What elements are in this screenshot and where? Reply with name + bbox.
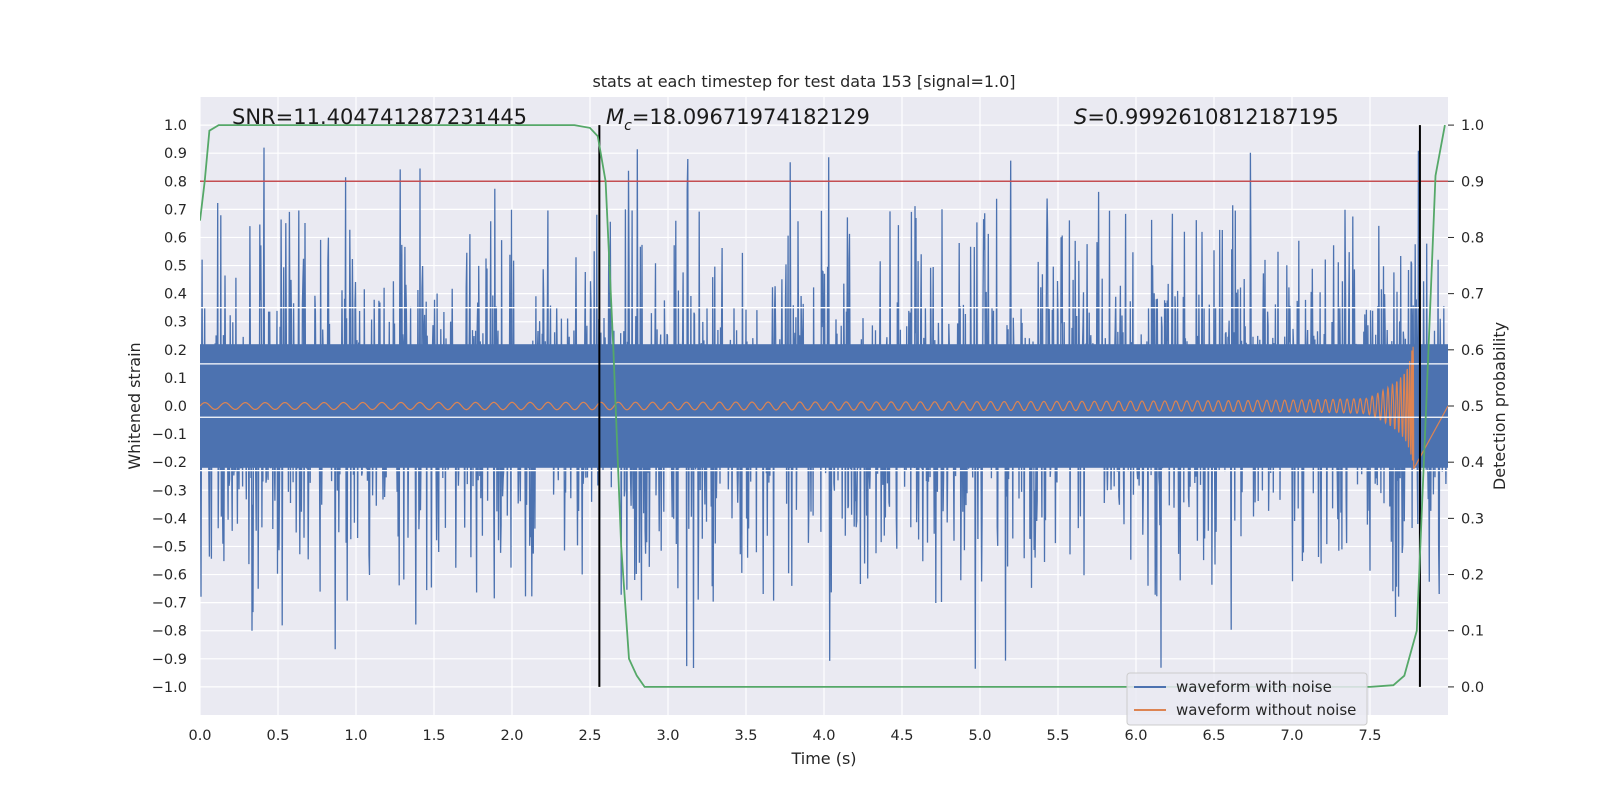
y-tick-label: −0.9 [152, 652, 187, 668]
y2-tick-label: 0.3 [1461, 511, 1484, 527]
y2-tick-label: 0.5 [1461, 399, 1484, 415]
y-tick-label: 0.8 [164, 174, 187, 190]
overlay-layer [200, 124, 1448, 688]
chirp-mass-subscript: c [624, 118, 632, 134]
x-tick-label: 1.5 [422, 728, 445, 744]
y-tick-label: 0.5 [164, 259, 187, 275]
significance-value: =0.9992610812187195 [1087, 105, 1338, 129]
x-tick-label: 2.5 [578, 728, 601, 744]
y-tick-label: 0.3 [164, 315, 187, 331]
y2-axis-label: Detection probability [1490, 322, 1509, 490]
y-tick-label: −0.6 [152, 568, 187, 584]
x-tick-label: 6.5 [1202, 728, 1225, 744]
legend: waveform with noise waveform without noi… [1126, 672, 1368, 726]
significance-annotation: S=0.9992610812187195 [1074, 105, 1339, 129]
chirp-mass-annotation: Mc=18.09671974182129 [606, 105, 870, 134]
y-tick-label: −0.7 [152, 596, 187, 612]
y-tick-label: 0.7 [164, 202, 187, 218]
x-tick-label: 4.5 [890, 728, 913, 744]
y-tick-label: −0.5 [152, 539, 187, 555]
y2-tick-label: 0.4 [1461, 455, 1484, 471]
y-axis-ticks: 1.0 0.9 0.8 0.7 0.6 0.5 0.4 0.3 0.2 0.1 0.0 −0.1 −0.… [152, 118, 187, 696]
x-tick-label: 0.5 [266, 728, 289, 744]
y2-tick-label: 1.0 [1461, 118, 1484, 134]
x-tick-label: 5.0 [968, 728, 991, 744]
chart-title: stats at each timestep for test data 153… [592, 72, 1015, 91]
y2-tick-label: 0.6 [1461, 343, 1484, 359]
y2-tick-label: 0.7 [1461, 287, 1484, 303]
chirp-mass-value: =18.09671974182129 [632, 105, 870, 129]
x-axis-ticks: 0.0 0.5 1.0 1.5 2.0 2.5 3.0 3.5 4.0 4.5 5.0 5.5 6.0 6… [188, 728, 1381, 744]
legend-box [1126, 672, 1368, 726]
significance-symbol: S [1074, 105, 1087, 129]
y-tick-label: 0.6 [164, 230, 187, 246]
y-tick-label: −0.3 [152, 483, 187, 499]
y-tick-label: 0.4 [164, 287, 187, 303]
x-tick-label: 3.0 [656, 728, 679, 744]
y2-tick-label: 0.1 [1461, 624, 1484, 640]
y-tick-label: 1.0 [164, 118, 187, 134]
y2-axis-ticks: 1.0 0.9 0.8 0.7 0.6 0.5 0.4 0.3 0.2 0.1 0.0 [1448, 118, 1484, 696]
y-tick-label: −1.0 [152, 680, 187, 696]
x-tick-label: 5.5 [1046, 728, 1069, 744]
legend-label-clean: waveform without noise [1176, 701, 1356, 719]
snr-annotation: SNR=11.404741287231445 [232, 105, 527, 129]
x-tick-label: 3.5 [734, 728, 757, 744]
y-tick-label: −0.4 [152, 511, 187, 527]
x-tick-label: 6.0 [1124, 728, 1147, 744]
x-tick-label: 0.0 [188, 728, 211, 744]
y-tick-label: −0.1 [152, 427, 187, 443]
series-layer [200, 147, 1448, 669]
legend-label-noise: waveform with noise [1176, 678, 1332, 696]
noise-core-band [200, 344, 1448, 468]
y2-tick-label: 0.9 [1461, 174, 1484, 190]
y-tick-label: 0.9 [164, 146, 187, 162]
y2-tick-label: 0.8 [1461, 230, 1484, 246]
y-tick-label: −0.2 [152, 455, 187, 471]
y2-tick-label: 0.2 [1461, 568, 1484, 584]
chirp-mass-symbol: M [606, 105, 624, 129]
x-tick-label: 4.0 [812, 728, 835, 744]
y-tick-label: −0.8 [152, 624, 187, 640]
x-tick-label: 2.0 [500, 728, 523, 744]
series-waveform-without-noise [200, 346, 1448, 470]
x-tick-label: 1.0 [344, 728, 367, 744]
series-detection-probability [200, 124, 1446, 688]
y-tick-label: 0.0 [164, 399, 187, 415]
y-tick-label: 0.2 [164, 343, 187, 359]
y2-tick-label: 0.0 [1461, 680, 1484, 696]
y-axis-label: Whitened strain [125, 342, 144, 469]
y-tick-label: 0.1 [164, 371, 187, 387]
x-tick-label: 7.5 [1358, 728, 1381, 744]
x-tick-label: 7.0 [1280, 728, 1303, 744]
x-axis-label: Time (s) [790, 749, 856, 768]
